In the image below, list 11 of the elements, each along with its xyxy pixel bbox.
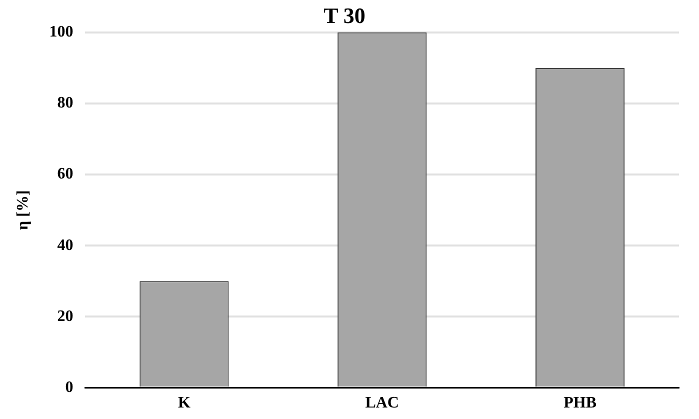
- y-tick-label: 20: [57, 308, 74, 325]
- x-tick-label: PHB: [564, 394, 597, 412]
- y-tick-label: 60: [57, 166, 74, 183]
- y-tick-label: 0: [65, 378, 74, 396]
- x-tick-label: LAC: [365, 394, 399, 412]
- x-tick-label: K: [178, 394, 191, 412]
- y-tick-label: 80: [57, 94, 74, 112]
- y-tick-label: 40: [57, 236, 74, 254]
- chart-title: T 30: [324, 2, 366, 28]
- y-tick-label: 100: [49, 24, 74, 41]
- y-axis-title: η [%]: [14, 190, 32, 230]
